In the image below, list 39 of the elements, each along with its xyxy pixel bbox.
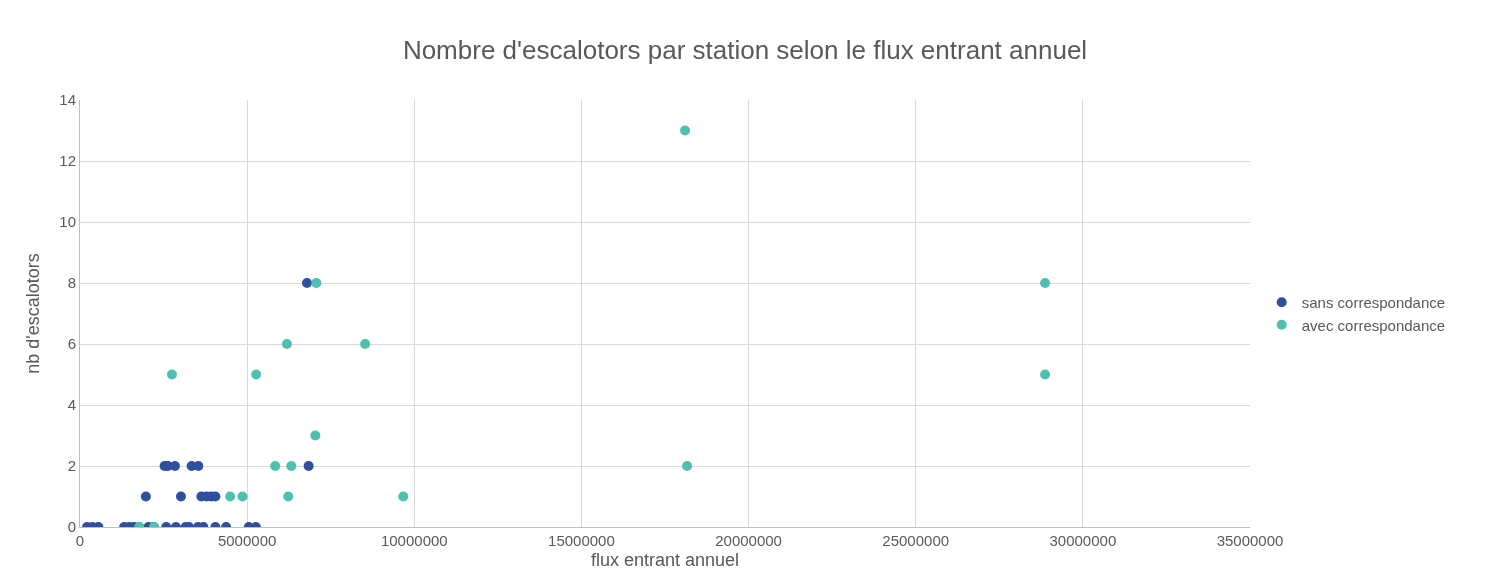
x-tick-label: 35000000 (1216, 532, 1284, 549)
point (310, 430, 321, 441)
x-axis-title: flux entrant annuel (590, 550, 740, 571)
point (140, 491, 151, 502)
x-tick-label: 5000000 (217, 532, 277, 549)
x-tick-label: 15000000 (548, 532, 615, 549)
legend-label: avec correspondance (1301, 316, 1446, 334)
point (251, 369, 262, 380)
y-tick-label: 8 (67, 274, 76, 292)
point (398, 491, 409, 502)
point (301, 278, 312, 288)
y-tick-label: 0 (67, 518, 76, 536)
x-tick-label: 10000000 (380, 532, 448, 549)
y-axis-title: nb d'escalotors (22, 253, 43, 374)
y-tick-label: 10 (59, 213, 76, 231)
chart-title: Nombre d'escalotors par station selon le flux entrant annuel (402, 35, 1088, 66)
x-tick-label: 20000000 (715, 532, 782, 549)
x-tick-label: 25000000 (882, 532, 950, 549)
point (270, 461, 281, 471)
point (286, 461, 297, 471)
point (303, 461, 314, 471)
point (175, 491, 186, 502)
point (682, 461, 693, 471)
point (225, 491, 236, 502)
x-tick-label: 30000000 (1049, 532, 1117, 549)
point (237, 491, 248, 502)
y-tick-label: 4 (67, 396, 76, 414)
point (1040, 278, 1051, 288)
point (1040, 369, 1051, 380)
legend-label: sans correspondance (1301, 294, 1446, 312)
point (283, 491, 294, 502)
y-tick-label: 2 (67, 457, 76, 475)
point (311, 278, 322, 288)
point (281, 339, 292, 349)
y-tick-label: 12 (59, 152, 76, 170)
y-tick-label: 14 (59, 91, 76, 109)
point (360, 339, 371, 349)
y-tick-label: 6 (67, 335, 76, 353)
point (166, 369, 177, 380)
